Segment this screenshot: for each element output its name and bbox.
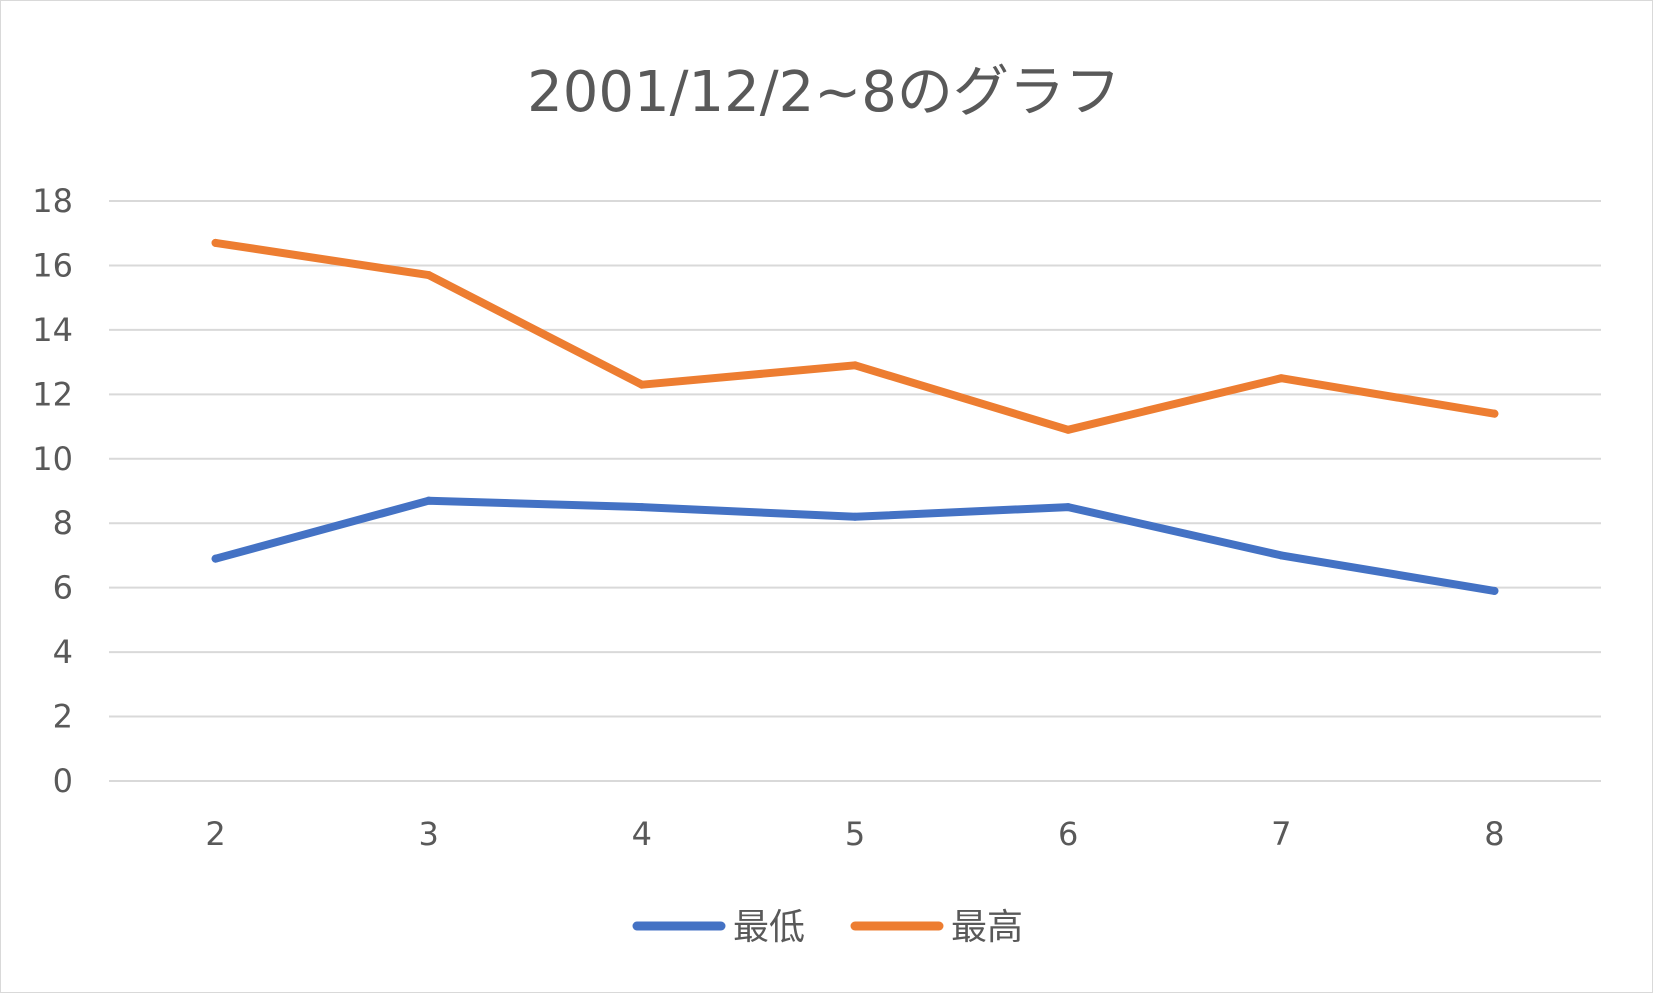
y-tick-label: 4 xyxy=(53,633,73,671)
data-point xyxy=(1064,425,1073,434)
legend-label: 最低 xyxy=(733,907,805,948)
data-point xyxy=(424,271,433,280)
y-tick-label: 6 xyxy=(53,569,73,607)
legend[interactable]: 最低 最高 xyxy=(632,907,1023,948)
y-tick-label: 14 xyxy=(32,311,73,349)
data-point xyxy=(637,380,646,389)
y-tick-label: 2 xyxy=(53,698,73,736)
x-tick-label: 7 xyxy=(1271,815,1291,853)
gridlines xyxy=(109,200,1601,782)
data-point xyxy=(211,554,220,563)
data-point xyxy=(211,238,220,247)
data-point xyxy=(424,496,433,505)
x-tick-label: 5 xyxy=(845,815,865,853)
data-point xyxy=(637,503,646,512)
data-point xyxy=(851,512,859,521)
data-point xyxy=(1277,551,1286,560)
x-tick-label: 6 xyxy=(1058,815,1078,853)
y-tick-label: 18 xyxy=(32,182,73,220)
data-point xyxy=(851,361,859,370)
x-tick-label: 4 xyxy=(632,815,652,853)
data-point xyxy=(1490,409,1499,418)
legend-label: 最高 xyxy=(951,907,1023,948)
data-point xyxy=(1064,503,1073,512)
series-lines xyxy=(211,238,1499,595)
y-tick-label: 8 xyxy=(53,504,73,542)
y-tick-label: 10 xyxy=(32,440,73,478)
data-point xyxy=(1277,374,1286,383)
x-axis-tick-labels: 2 3 4 5 6 7 8 xyxy=(205,815,1504,853)
x-tick-label: 2 xyxy=(205,815,225,853)
series-line-1 xyxy=(211,238,1499,434)
x-tick-label: 3 xyxy=(419,815,439,853)
y-tick-label: 16 xyxy=(32,246,73,284)
y-tick-label: 12 xyxy=(32,375,73,413)
chart-title: 2001/12/2~8のグラフ xyxy=(527,60,1121,125)
y-axis-tick-labels: 0 2 4 6 8 10 12 14 16 18 xyxy=(32,182,73,800)
data-point xyxy=(1490,586,1499,595)
x-tick-label: 8 xyxy=(1484,815,1504,853)
y-tick-label: 0 xyxy=(53,762,73,800)
